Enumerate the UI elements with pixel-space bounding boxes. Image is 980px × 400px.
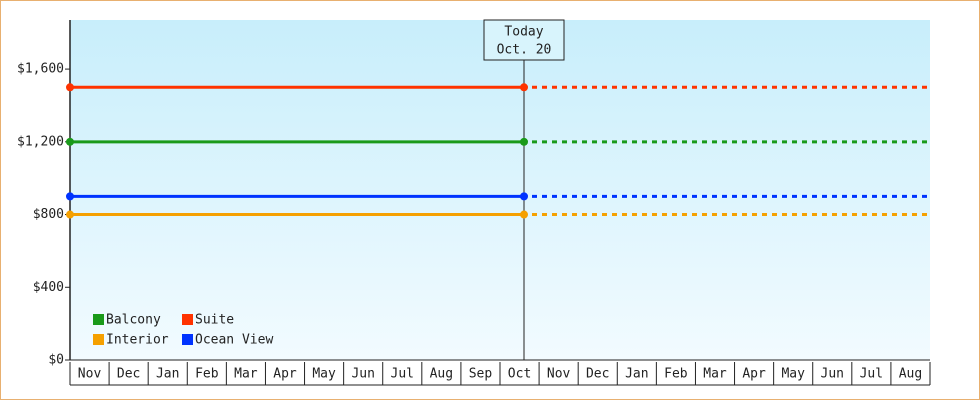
x-tick-label: Aug — [899, 367, 922, 382]
y-tick-label: $0 — [48, 353, 64, 368]
point — [66, 83, 74, 92]
x-tick-label: May — [781, 367, 805, 382]
plot-area — [70, 20, 930, 360]
x-tick-label: Apr — [742, 367, 766, 382]
x-tick-label: Mar — [703, 367, 727, 382]
y-tick-label: $1,200 — [17, 134, 64, 149]
x-tick-label: Feb — [664, 367, 688, 382]
y-tick-label: $1,600 — [17, 62, 64, 77]
today-box — [483, 19, 565, 61]
legend-swatch — [182, 314, 193, 325]
x-tick-label: Feb — [195, 367, 219, 382]
point — [66, 192, 74, 201]
point — [66, 137, 74, 146]
x-tick-label: Nov — [78, 367, 102, 382]
today-date: Oct. 20 — [497, 43, 552, 58]
legend-label: Interior — [106, 333, 169, 348]
x-tick-label: Dec — [586, 367, 609, 382]
x-tick-label: May — [312, 367, 336, 382]
x-tick-label: Jun — [351, 367, 374, 382]
legend-label: Ocean View — [195, 333, 273, 348]
point — [520, 83, 528, 92]
point — [520, 192, 528, 201]
x-tick-label: Jan — [156, 367, 179, 382]
point — [520, 137, 528, 146]
x-tick-label: Jan — [625, 367, 648, 382]
today-label: Today — [504, 25, 543, 40]
x-tick-label: Nov — [547, 367, 571, 382]
x-tick-label: Apr — [273, 367, 297, 382]
x-tick-label: Jun — [821, 367, 844, 382]
legend-swatch — [93, 314, 104, 325]
legend-swatch — [93, 334, 104, 345]
x-tick-label: Sep — [469, 367, 493, 382]
x-tick-label: Jul — [860, 367, 883, 382]
y-tick-label: $800 — [33, 207, 64, 222]
legend-swatch — [182, 334, 193, 345]
legend-label: Suite — [195, 313, 234, 328]
point — [520, 210, 528, 219]
x-tick-label: Dec — [117, 367, 140, 382]
x-tick-label: Oct — [508, 367, 531, 382]
y-tick-label: $400 — [33, 280, 64, 295]
x-tick-label: Jul — [391, 367, 414, 382]
legend-label: Balcony — [106, 313, 161, 328]
point — [66, 210, 74, 219]
x-tick-label: Mar — [234, 367, 258, 382]
x-tick-label: Aug — [430, 367, 453, 382]
